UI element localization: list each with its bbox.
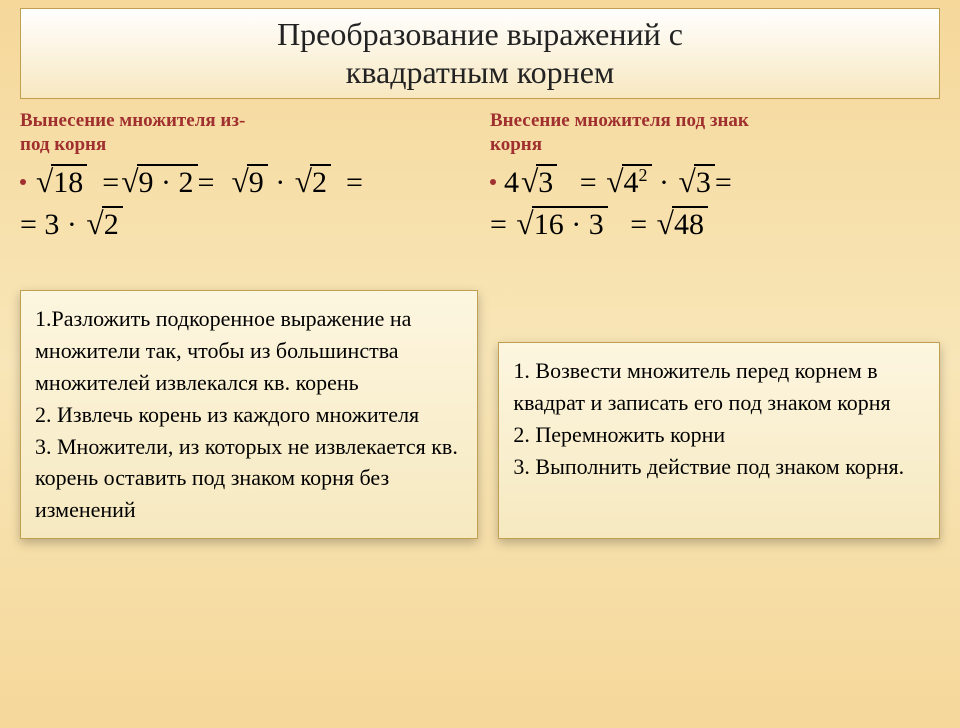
right-heading-l1: Внесение множителя под знак	[490, 110, 749, 131]
right-note-box: 1. Возвести множитель перед корнем в ква…	[498, 342, 940, 539]
right-heading-l2: корня	[490, 134, 542, 155]
left-heading-l2: под корня	[20, 134, 106, 155]
notes-row: 1.Разложить подкоренное выражение на мно…	[0, 300, 960, 539]
bullet-icon	[490, 179, 496, 185]
left-math-line-1: 18 =9 · 2= 9 · 2 =	[20, 164, 470, 200]
left-note-text: 1.Разложить подкоренное выражение на мно…	[35, 303, 463, 526]
left-note-box: 1.Разложить подкоренное выражение на мно…	[20, 290, 478, 539]
right-math-line-2: = 16 · 3 = 48	[490, 206, 940, 242]
left-math-line-2: = 3 · 2	[20, 206, 470, 242]
right-column: Внесение множителя под знак корня 43 = 4…	[490, 109, 940, 253]
title-line-1: Преобразование выражений с	[277, 16, 683, 52]
left-heading-l1: Вынесение множителя из-	[20, 110, 245, 131]
right-note-text: 1. Возвести множитель перед корнем в ква…	[513, 355, 925, 483]
title-line-2: квадратным корнем	[346, 54, 614, 90]
columns: Вынесение множителя из- под корня 18 =9 …	[0, 109, 960, 253]
main-title: Преобразование выражений с квадратным ко…	[20, 8, 940, 99]
left-column: Вынесение множителя из- под корня 18 =9 …	[20, 109, 470, 253]
left-heading: Вынесение множителя из- под корня	[20, 109, 470, 157]
bullet-icon	[20, 179, 26, 185]
right-heading: Внесение множителя под знак корня	[490, 109, 940, 157]
right-math-line-1: 43 = 42 · 3=	[490, 164, 940, 200]
